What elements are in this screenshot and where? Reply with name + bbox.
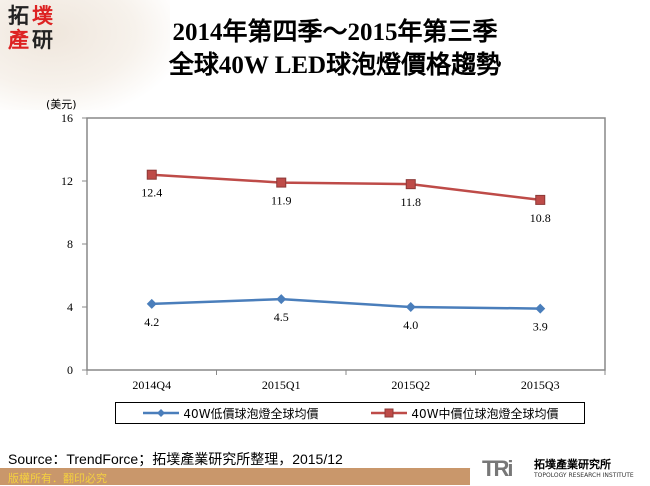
y-tick-label: 12 — [61, 174, 73, 188]
x-tick-label: 2014Q4 — [132, 378, 171, 392]
y-tick-label: 0 — [67, 363, 73, 377]
logo-char: 拓 — [8, 4, 29, 28]
source-note: Source：TrendForce；拓墣產業研究所整理，2015/12 — [8, 451, 343, 467]
line-chart: 0 4 8 12 16 2014Q4 2015Q1 2015Q2 2015Q3 4.2 4.5 4.0… — [61, 111, 606, 392]
y-tick-label: 16 — [61, 111, 73, 125]
plot-area — [86, 117, 606, 371]
y-tick-label: 8 — [67, 237, 73, 251]
logo-char: 墣 — [32, 4, 53, 28]
title-line-1: 2014年第四季～2015年第三季 — [172, 19, 498, 46]
data-label: 4.2 — [144, 315, 159, 329]
legend-square-icon — [371, 408, 408, 418]
copyright-text: 版權所有．翻印必究 — [8, 472, 107, 485]
background-map — [0, 0, 170, 110]
tri-logo-english: TOPOLOGY RESEARCH INSTITUTE — [534, 472, 634, 479]
data-point — [276, 294, 287, 305]
data-point — [535, 303, 546, 314]
tri-logo-mark: TRi — [482, 456, 513, 481]
title-line-2: 全球40W LED球泡燈價格趨勢 — [168, 52, 502, 79]
data-point — [276, 177, 287, 188]
legend-item-low: 40W低價球泡燈全球均價 — [141, 405, 319, 422]
series-line — [151, 173, 541, 202]
company-logo: 拓 墣 產 研 — [8, 5, 60, 53]
data-point — [146, 169, 157, 180]
series-line — [151, 297, 541, 310]
data-point — [405, 302, 416, 312]
data-label: 11.9 — [271, 194, 292, 208]
data-label: 4.5 — [274, 310, 289, 324]
footer-logo-bg — [470, 455, 650, 485]
y-axis-unit: (美元) — [46, 98, 77, 111]
legend-item-mid: 40W中價位球泡燈全球均價 — [369, 405, 559, 422]
legend: 40W低價球泡燈全球均價 40W中價位球泡燈全球均價 — [115, 402, 585, 424]
data-point — [146, 298, 157, 309]
data-label: 12.4 — [141, 186, 162, 200]
data-label: 4.0 — [403, 318, 418, 332]
chart-title: 2014年第四季～2015年第三季 全球40W LED球泡燈價格趨勢 — [120, 16, 550, 82]
tri-logo-name: 拓墣產業研究所 — [534, 458, 611, 471]
x-tick-label: 2015Q3 — [521, 378, 560, 392]
legend-label: 40W低價球泡燈全球均價 — [183, 406, 319, 421]
legend-label: 40W中價位球泡燈全球均價 — [411, 406, 559, 421]
legend-diamond-icon — [143, 409, 180, 417]
x-tick-label: 2015Q2 — [391, 378, 430, 392]
x-tick-label: 2015Q1 — [262, 378, 301, 392]
data-label: 11.8 — [400, 195, 421, 209]
logo-char: 研 — [32, 28, 53, 52]
data-label: 3.9 — [533, 320, 548, 334]
data-label: 10.8 — [530, 211, 551, 225]
logo-char: 產 — [8, 28, 29, 52]
y-tick-label: 4 — [67, 300, 73, 314]
data-point — [405, 179, 416, 190]
data-point — [535, 194, 546, 205]
